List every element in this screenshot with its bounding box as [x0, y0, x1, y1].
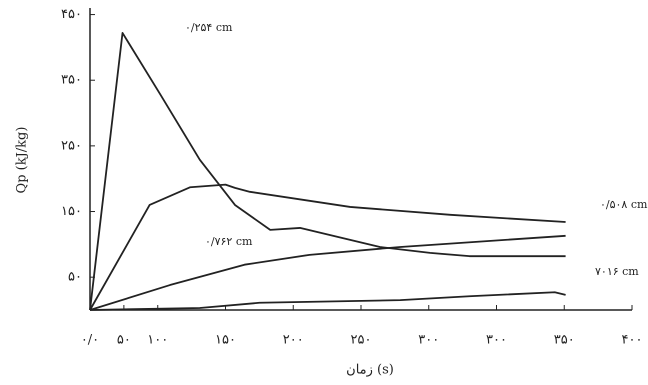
x-tick-label: ۱۵۰	[215, 333, 236, 348]
series-label: ۷۰۱۶ cm	[595, 265, 639, 278]
series-label: ۰/۲۵۴ cm	[185, 21, 233, 34]
x-tick-label: ۳۰۰	[486, 333, 507, 348]
x-tick-label: ۲۰۰	[283, 333, 304, 348]
series-label: ۰/۷۶۲ cm	[205, 235, 253, 248]
x-axis-label: زمان (s)	[346, 363, 394, 378]
series-line	[89, 234, 566, 311]
x-tick-label: ۳۰۰	[418, 333, 439, 348]
y-tick-label: ۲۵۰	[61, 138, 82, 153]
y-tick-label: ۳۵۰	[61, 73, 82, 88]
x-tick-label: ۰/۰	[81, 333, 99, 348]
x-tick-label: ۱۰۰	[147, 333, 168, 348]
y-tick-label: ۱۵۰	[61, 204, 82, 219]
x-tick-label: ۳۵۰	[554, 333, 575, 348]
series-line	[89, 183, 566, 311]
y-tick-label: ۵۰	[68, 270, 82, 285]
y-tick-label: ۴۵۰	[61, 7, 82, 22]
series-line	[89, 32, 566, 311]
x-tick-label: ۵۰	[117, 333, 131, 348]
series-label: ۰/۵۰۸ cm	[600, 198, 648, 211]
x-tick-label: ۴۰۰	[622, 333, 643, 348]
y-axis-label: Qp (kJ/kg)	[15, 127, 30, 194]
x-tick-label: ۲۵۰	[351, 333, 372, 348]
series-line	[89, 291, 566, 311]
